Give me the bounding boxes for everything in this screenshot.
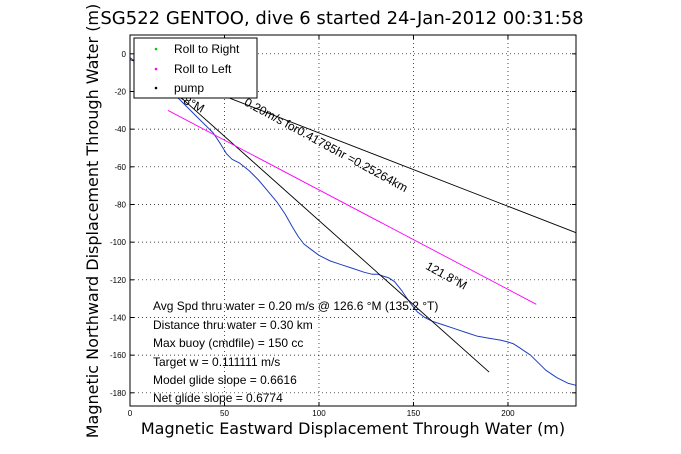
y-tick-label: -20	[114, 87, 126, 96]
chart-title: SG522 GENTOO, dive 6 started 24-Jan-2012…	[100, 8, 583, 29]
stat-net-glide: Net glide slope = 0.6774	[153, 391, 283, 405]
y-tick-label: -80	[114, 200, 126, 209]
stat-max-buoy: Max buoy (cmdfile) = 150 cc	[153, 336, 303, 350]
x-tick-label: 150	[407, 409, 421, 418]
y-tick-label: -140	[110, 313, 127, 322]
legend-box	[133, 37, 258, 99]
x-tick-label: 50	[220, 409, 229, 418]
y-tick-label: -160	[110, 351, 127, 360]
stat-distance: Distance thru water = 0.30 km	[153, 318, 313, 332]
legend-label-roll-left: Roll to Left	[174, 62, 232, 76]
plot-frame	[129, 34, 577, 407]
ticks: 0 50 100 150 200 0 -20 -40 -60 -80 -100 -120 -140 -16…	[110, 35, 576, 418]
x-tick-label: 200	[501, 409, 515, 418]
x-tick-label: 100	[312, 409, 326, 418]
y-tick-label: -40	[114, 125, 126, 134]
legend-marker-pump	[154, 86, 158, 90]
legend-label-roll-right: Roll to Right	[174, 42, 240, 56]
y-tick-label: -120	[110, 276, 127, 285]
legend-marker-roll-left	[154, 67, 158, 71]
y-tick-label: -180	[110, 389, 127, 398]
stat-target-w: Target w = 0.111111 m/s	[153, 355, 280, 369]
stat-avg-speed: Avg Spd thru water = 0.20 m/s @ 126.6 °M…	[153, 299, 438, 313]
legend-marker-roll-right	[154, 47, 158, 51]
legend-label-pump: pump	[174, 81, 204, 95]
dive-track-line	[129, 57, 577, 386]
reference-line	[167, 109, 537, 305]
x-axis-label: Magnetic Eastward Displacement Through W…	[141, 419, 565, 438]
x-tick-label: 0	[128, 409, 133, 418]
y-tick-label: -100	[110, 238, 127, 247]
y-axis-label: Magnetic Northward Displacement Through …	[83, 4, 102, 439]
reference-line	[167, 85, 490, 373]
stat-model-glide: Model glide slope = 0.6616	[153, 373, 297, 387]
legend: Roll to Right Roll to Left pump	[133, 37, 258, 99]
y-tick-label: -60	[114, 163, 126, 172]
y-tick-label: 0	[122, 50, 127, 59]
stats-block: Avg Spd thru water = 0.20 m/s @ 126.6 °M…	[153, 299, 438, 405]
